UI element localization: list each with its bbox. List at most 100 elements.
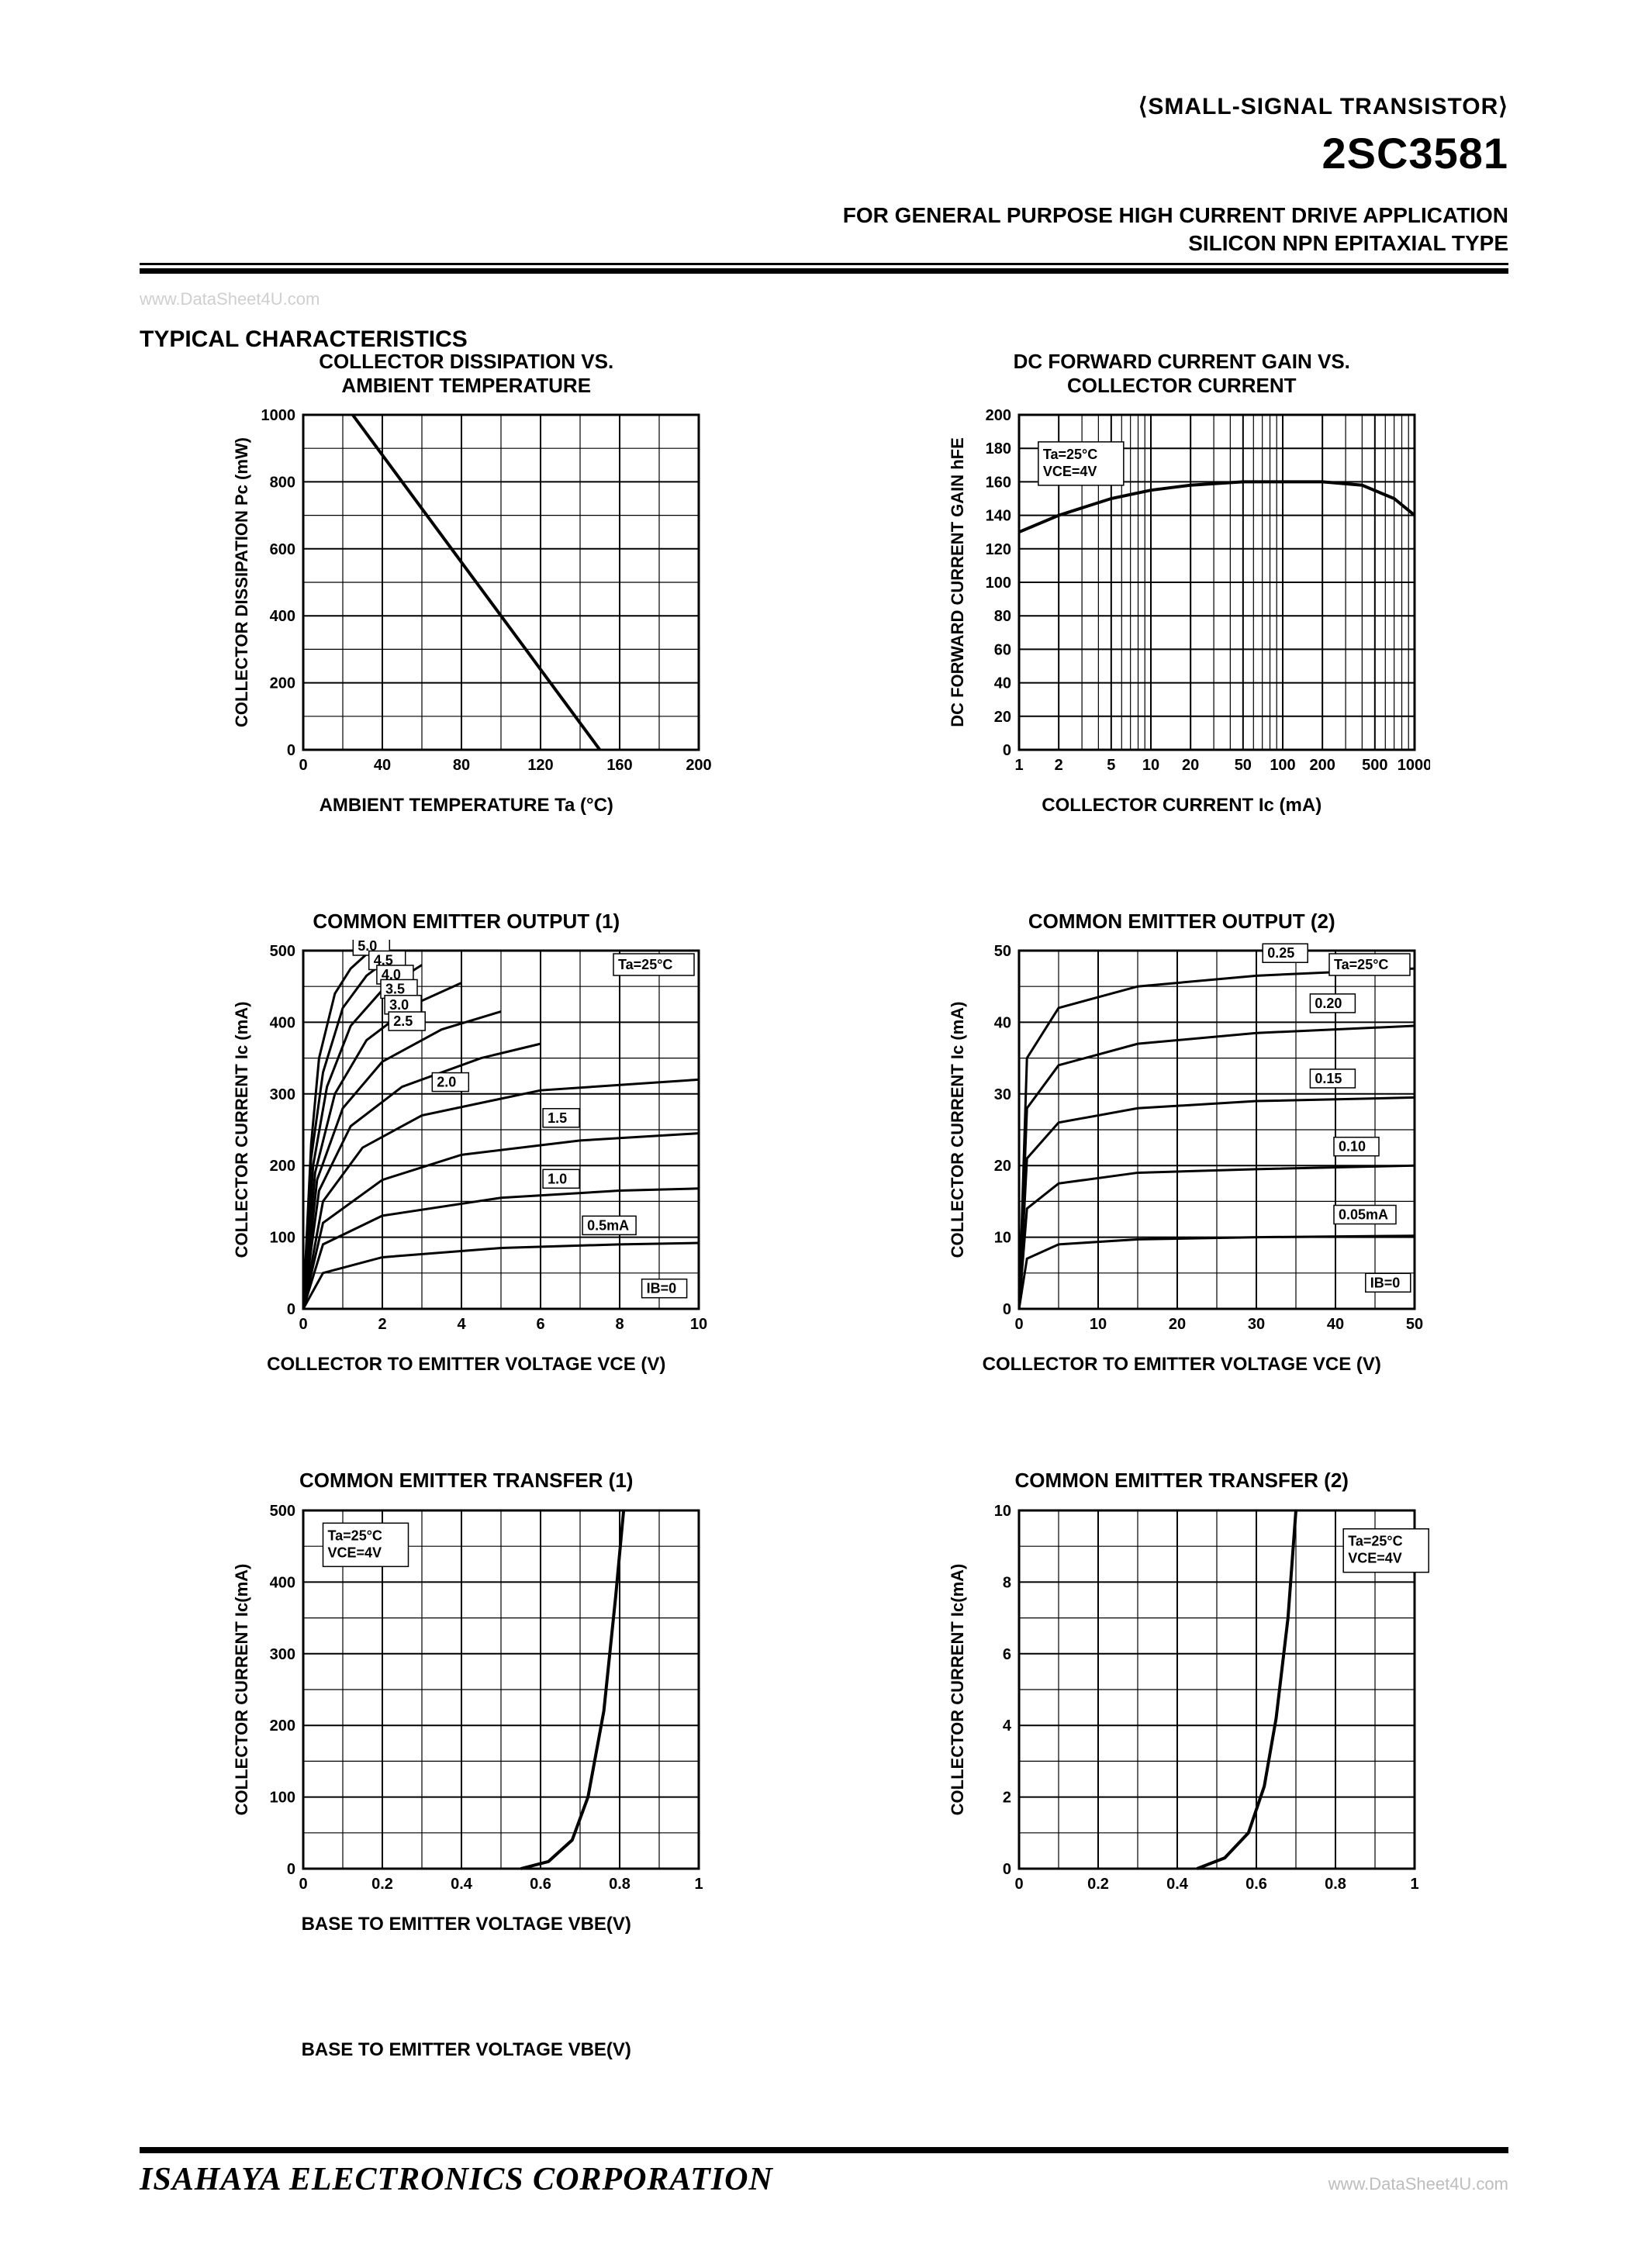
svg-text:80: 80	[994, 608, 1011, 625]
svg-text:6: 6	[537, 1316, 545, 1333]
svg-text:Ta=25°C: Ta=25°C	[328, 1528, 382, 1543]
svg-text:0: 0	[1003, 742, 1011, 759]
chart-3-svg: 02468100100200300400500COLLECTOR CURRENT…	[218, 940, 714, 1343]
svg-text:20: 20	[1169, 1316, 1186, 1333]
header: ⟨SMALL-SIGNAL TRANSISTOR⟩ 2SC3581	[140, 93, 1508, 178]
svg-text:COLLECTOR CURRENT Ic(mA): COLLECTOR CURRENT Ic(mA)	[948, 1563, 967, 1815]
chart-1-title: COLLECTOR DISSIPATION VS. AMBIENT TEMPER…	[319, 350, 613, 398]
svg-text:300: 300	[270, 1645, 295, 1662]
svg-text:DC FORWARD CURRENT GAIN hFE: DC FORWARD CURRENT GAIN hFE	[948, 437, 967, 727]
svg-text:2: 2	[1003, 1789, 1011, 1806]
svg-text:20: 20	[994, 709, 1011, 726]
svg-text:VCE=4V: VCE=4V	[1043, 464, 1097, 479]
footer: ISAHAYA ELECTRONICS CORPORATION www.Data…	[140, 2147, 1508, 2198]
svg-text:0.2: 0.2	[1087, 1876, 1109, 1893]
chart-5-svg: 00.20.40.60.810100200300400500COLLECTOR …	[218, 1500, 714, 1903]
svg-text:600: 600	[270, 541, 295, 558]
chart-4-cell: COMMON EMITTER OUTPUT (2) 01020304050010…	[855, 910, 1509, 1376]
chart-3-cell: COMMON EMITTER OUTPUT (1) 02468100100200…	[140, 910, 793, 1376]
svg-text:160: 160	[985, 475, 1011, 492]
svg-text:0.4: 0.4	[451, 1876, 473, 1893]
chart-6-xlabel: BASE TO EMITTER VOLTAGE VBE(V)	[140, 2039, 793, 2061]
svg-text:0.25: 0.25	[1267, 946, 1294, 961]
svg-text:0.05mA: 0.05mA	[1339, 1207, 1388, 1223]
chart-6-svg: 00.20.40.60.810246810COLLECTOR CURRENT I…	[934, 1500, 1430, 1903]
svg-text:100: 100	[1270, 757, 1295, 774]
svg-text:140: 140	[985, 508, 1011, 525]
svg-text:3.0: 3.0	[389, 997, 409, 1013]
svg-text:0: 0	[1014, 1316, 1023, 1333]
svg-text:0: 0	[299, 1876, 308, 1893]
svg-text:120: 120	[528, 757, 554, 774]
svg-text:50: 50	[1234, 757, 1251, 774]
svg-text:COLLECTOR CURRENT Ic (mA): COLLECTOR CURRENT Ic (mA)	[232, 1002, 251, 1258]
svg-text:8: 8	[1003, 1574, 1011, 1591]
svg-text:6: 6	[1003, 1645, 1011, 1662]
svg-text:8: 8	[616, 1316, 624, 1333]
svg-text:2.0: 2.0	[437, 1075, 457, 1090]
chart-5-cell: COMMON EMITTER TRANSFER (1) 00.20.40.60.…	[140, 1469, 793, 1935]
svg-text:4: 4	[458, 1316, 467, 1333]
svg-text:100: 100	[985, 575, 1011, 592]
svg-text:1.5: 1.5	[548, 1110, 567, 1126]
watermark-top: www.DataSheet4U.com	[140, 289, 1508, 309]
part-number: 2SC3581	[140, 128, 1508, 178]
svg-text:0.6: 0.6	[530, 1876, 551, 1893]
svg-text:400: 400	[270, 1015, 295, 1032]
svg-text:800: 800	[270, 475, 295, 492]
svg-text:0.5mA: 0.5mA	[587, 1218, 629, 1234]
svg-text:2: 2	[1054, 757, 1062, 774]
svg-text:3.5: 3.5	[385, 982, 405, 997]
svg-text:300: 300	[270, 1086, 295, 1103]
svg-text:500: 500	[1362, 757, 1387, 774]
chart-3-xlabel: COLLECTOR TO EMITTER VOLTAGE VCE (V)	[267, 1354, 665, 1376]
svg-text:180: 180	[985, 440, 1011, 457]
subtitle-line2: SILICON NPN EPITAXIAL TYPE	[1188, 231, 1508, 255]
svg-text:0: 0	[1003, 1861, 1011, 1878]
svg-text:0.8: 0.8	[609, 1876, 631, 1893]
subtitle-line1: FOR GENERAL PURPOSE HIGH CURRENT DRIVE A…	[843, 203, 1508, 227]
svg-text:200: 200	[270, 1717, 295, 1735]
chart-2-title: DC FORWARD CURRENT GAIN VS. COLLECTOR CU…	[1014, 350, 1350, 398]
svg-text:80: 80	[453, 757, 470, 774]
svg-text:0.10: 0.10	[1339, 1139, 1366, 1155]
svg-text:0.8: 0.8	[1325, 1876, 1346, 1893]
svg-text:Ta=25°C: Ta=25°C	[1334, 957, 1388, 972]
svg-text:2.5: 2.5	[393, 1013, 413, 1029]
svg-text:0: 0	[299, 757, 308, 774]
svg-text:200: 200	[270, 675, 295, 692]
chart-6-title: COMMON EMITTER TRANSFER (2)	[1015, 1469, 1349, 1493]
svg-text:10: 10	[1090, 1316, 1107, 1333]
chart-5-title: COMMON EMITTER TRANSFER (1)	[299, 1469, 633, 1493]
svg-text:200: 200	[985, 407, 1011, 424]
svg-text:10: 10	[994, 1503, 1011, 1520]
svg-text:10: 10	[690, 1316, 707, 1333]
datasheet-page: ⟨SMALL-SIGNAL TRANSISTOR⟩ 2SC3581 FOR GE…	[0, 0, 1648, 2268]
chart-4-svg: 0102030405001020304050COLLECTOR CURRENT …	[934, 940, 1430, 1343]
chart-4-xlabel: COLLECTOR TO EMITTER VOLTAGE VCE (V)	[983, 1354, 1381, 1376]
svg-text:5: 5	[1107, 757, 1115, 774]
chart-3-title: COMMON EMITTER OUTPUT (1)	[313, 910, 620, 934]
svg-text:1: 1	[695, 1876, 703, 1893]
svg-text:0: 0	[287, 1861, 295, 1878]
svg-text:0: 0	[1014, 1876, 1023, 1893]
svg-text:Ta=25°C: Ta=25°C	[618, 957, 672, 972]
chart-1-svg: 0408012016020002004006008001000COLLECTOR…	[218, 404, 714, 784]
chart-grid: COLLECTOR DISSIPATION VS. AMBIENT TEMPER…	[140, 350, 1508, 2061]
svg-text:0.20: 0.20	[1315, 996, 1342, 1011]
footer-row: ISAHAYA ELECTRONICS CORPORATION www.Data…	[140, 2161, 1508, 2198]
svg-text:IB=0: IB=0	[647, 1281, 677, 1296]
svg-text:1: 1	[1014, 757, 1023, 774]
svg-text:0: 0	[287, 742, 295, 759]
svg-text:500: 500	[270, 943, 295, 960]
svg-text:0.15: 0.15	[1315, 1071, 1342, 1086]
chart-5-xlabel: BASE TO EMITTER VOLTAGE VBE(V)	[302, 1914, 631, 1935]
svg-text:4: 4	[1003, 1717, 1012, 1735]
footer-rule	[140, 2147, 1508, 2153]
svg-text:400: 400	[270, 1574, 295, 1591]
rule-thin	[140, 263, 1508, 265]
svg-text:COLLECTOR CURRENT Ic (mA): COLLECTOR CURRENT Ic (mA)	[948, 1002, 967, 1258]
svg-text:20: 20	[1182, 757, 1199, 774]
svg-text:100: 100	[270, 1789, 295, 1806]
svg-text:40: 40	[994, 1015, 1011, 1032]
